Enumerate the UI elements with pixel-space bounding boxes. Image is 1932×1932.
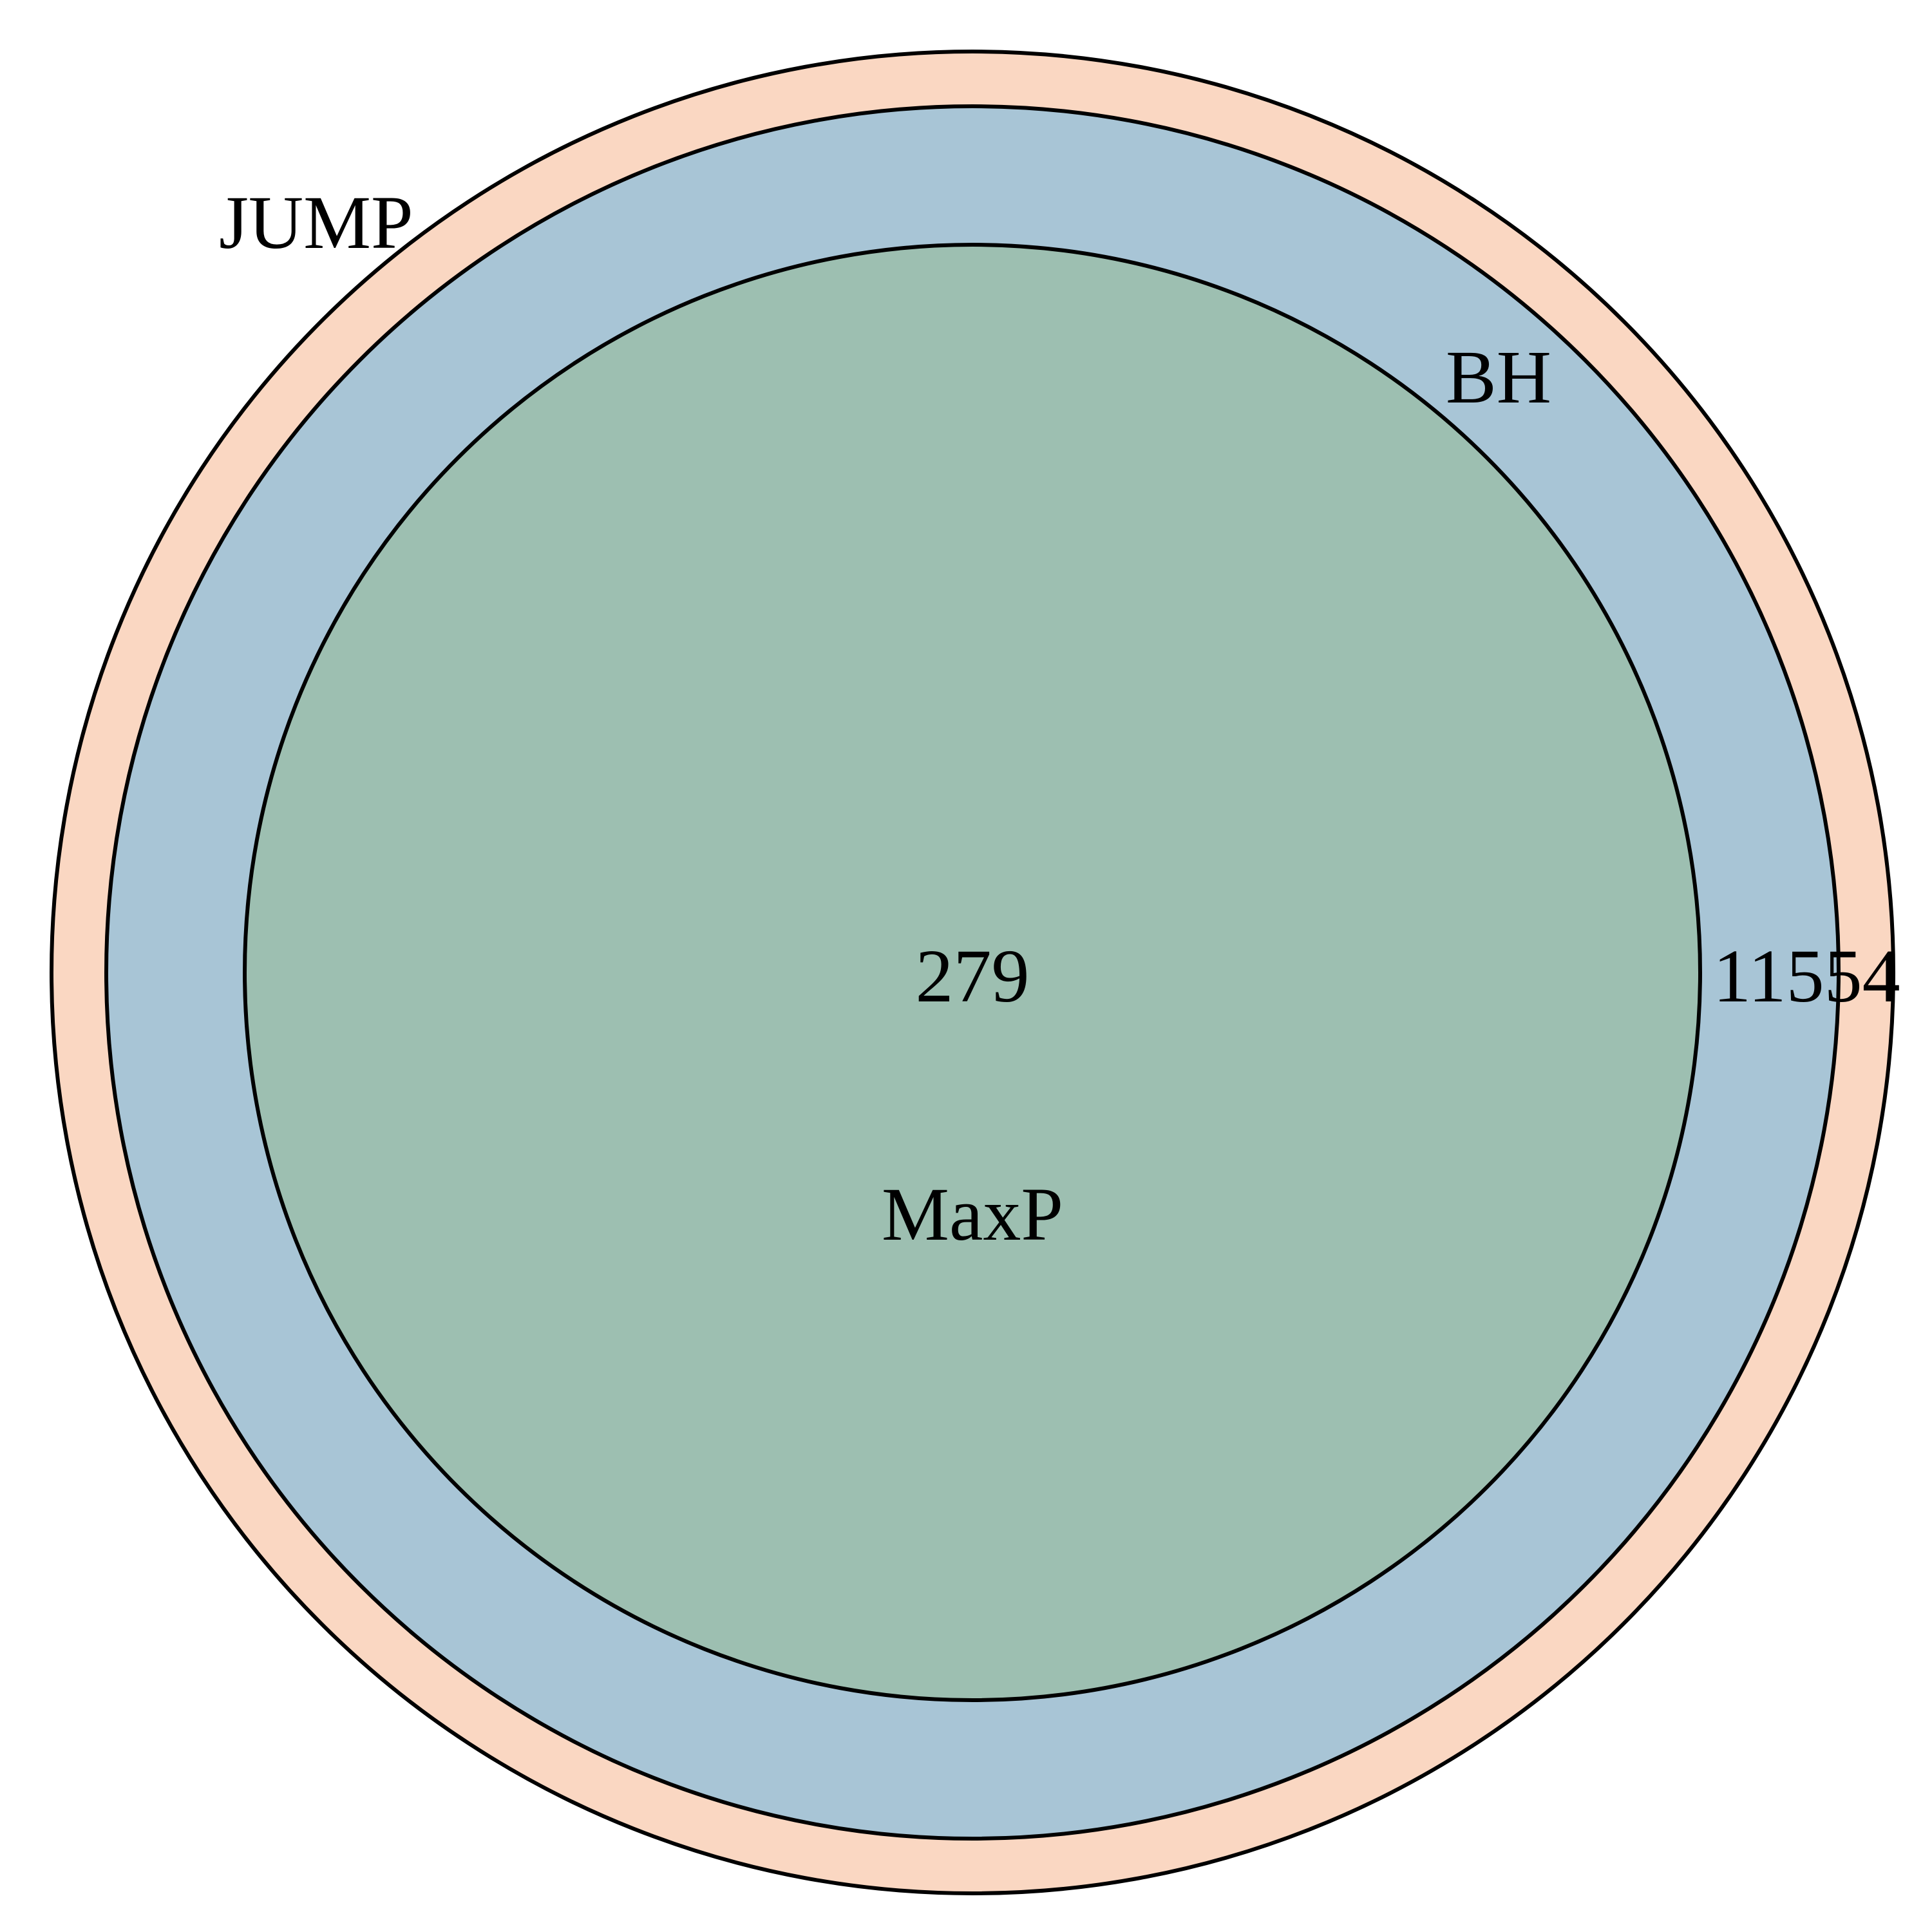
bh-set-label: BH (1446, 335, 1551, 419)
maxp-set-label: MaxP (882, 1172, 1063, 1256)
bh-only-count-label: 11554 (1713, 934, 1900, 1018)
maxp-set-circle (243, 243, 1702, 1702)
maxp-count-label: 279 (916, 934, 1030, 1018)
jump-set-label: JUMP (219, 180, 413, 265)
